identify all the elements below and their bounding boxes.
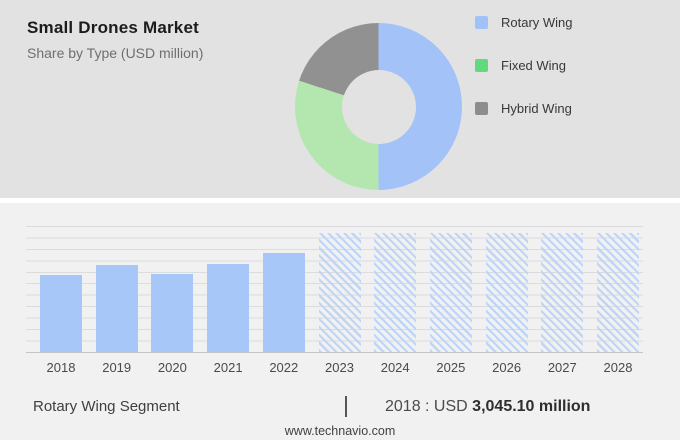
title-block: Small Drones Market Share by Type (USD m… <box>27 18 203 61</box>
x-label-2022: 2022 <box>269 360 299 375</box>
legend-swatch-hybrid-wing-icon <box>475 102 488 115</box>
x-label-2023: 2023 <box>325 360 354 375</box>
page-subtitle: Share by Type (USD million) <box>27 45 204 61</box>
legend-item-fixed-wing: Fixed Wing <box>475 58 573 73</box>
bar-plot <box>26 226 643 353</box>
bar-2028 <box>597 233 639 352</box>
page-title: Small Drones Market <box>27 18 199 37</box>
header-section: Small Drones Market Share by Type (USD m… <box>0 0 680 198</box>
x-axis-labels: 2018 2019 2020 2021 2022 2023 2024 2025 2026 2027… <box>26 360 643 376</box>
bar-2022 <box>262 253 305 352</box>
bar-2018 <box>40 275 82 352</box>
donut-hole <box>341 69 416 144</box>
bar-2027 <box>541 233 584 352</box>
legend-label-hybrid-wing: Hybrid Wing <box>501 101 572 116</box>
bar-2024 <box>374 233 417 352</box>
footer-year-label: 2018 : USD <box>385 398 468 415</box>
bar-2020 <box>151 274 194 352</box>
x-label-2018: 2018 <box>46 360 76 375</box>
x-label-2021: 2021 <box>213 360 243 375</box>
x-label-2026: 2026 <box>492 360 522 375</box>
legend-label-fixed-wing: Fixed Wing <box>501 58 567 73</box>
bar-2025 <box>429 233 472 352</box>
x-label-2025: 2025 <box>436 360 466 375</box>
section-divider <box>0 198 680 203</box>
legend-item-rotary-wing: Rotary Wing <box>475 15 573 30</box>
bar-2019 <box>95 265 138 352</box>
legend-swatch-fixed-wing-icon <box>475 59 488 72</box>
website-url: www.technavio.com <box>284 424 396 438</box>
legend-item-hybrid-wing: Hybrid Wing <box>475 101 573 116</box>
segment-label: Rotary Wing Segment <box>33 398 180 415</box>
footer-separator <box>345 396 347 417</box>
donut-chart <box>295 23 462 190</box>
legend-label-rotary-wing: Rotary Wing <box>501 15 573 30</box>
footer-value-bold: 3,045.10 million <box>472 398 591 415</box>
legend: Rotary Wing Fixed Wing Hybrid Wing <box>475 15 573 144</box>
x-label-2028: 2028 <box>603 360 633 375</box>
bar-2026 <box>485 233 528 352</box>
x-label-2019: 2019 <box>102 360 132 375</box>
legend-swatch-rotary-wing-icon <box>475 16 488 29</box>
bar-2023 <box>318 233 361 352</box>
x-label-2024: 2024 <box>380 360 410 375</box>
x-label-2020: 2020 <box>157 360 187 375</box>
footer-value: 2018 : USD 3,045.10 million <box>385 398 590 416</box>
bar-2021 <box>207 264 250 352</box>
x-label-2027: 2027 <box>547 360 577 375</box>
bar-chart-section: 2018 2019 2020 2021 2022 2023 2024 2025 2026 2027… <box>0 203 680 440</box>
